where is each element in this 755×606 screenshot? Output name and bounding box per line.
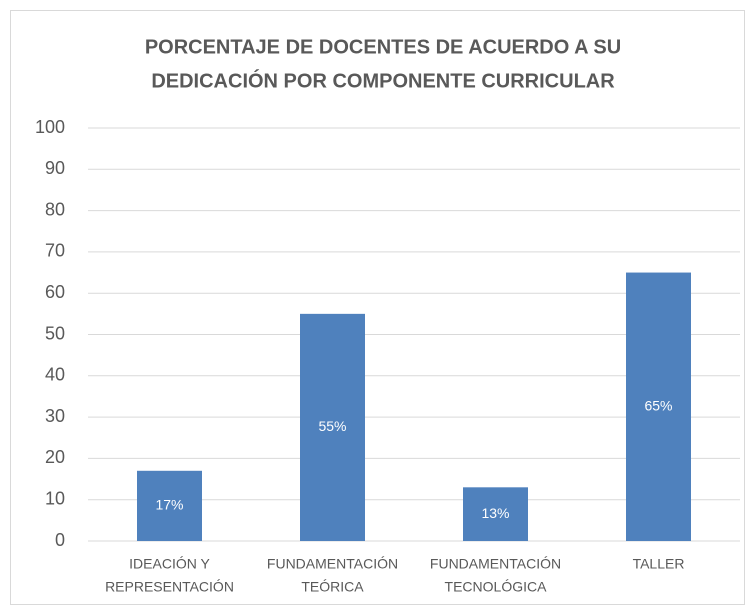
chart-title: PORCENTAJE DE DOCENTES DE ACUERDO A SU — [145, 36, 621, 58]
value-label: 13% — [481, 505, 509, 521]
value-label: 17% — [155, 497, 183, 513]
y-tick-label: 50 — [45, 323, 65, 343]
x-tick-label: FUNDAMENTACIÓN — [430, 556, 561, 572]
y-tick-label: 100 — [35, 117, 65, 137]
bar — [300, 313, 365, 541]
y-tick-label: 0 — [55, 530, 65, 550]
bar — [626, 272, 691, 541]
chart-frame — [10, 10, 745, 605]
bar — [137, 470, 202, 541]
y-tick-label: 20 — [45, 447, 65, 467]
y-tick-label: 80 — [45, 199, 65, 219]
value-label: 55% — [318, 418, 346, 434]
value-label: 65% — [644, 397, 672, 413]
x-tick-label: REPRESENTACIÓN — [105, 579, 234, 595]
y-tick-label: 40 — [45, 365, 65, 385]
y-tick-label: 30 — [45, 406, 65, 426]
y-tick-label: 10 — [45, 488, 65, 508]
y-tick-label: 60 — [45, 282, 65, 302]
x-tick-label: FUNDAMENTACIÓN — [267, 556, 398, 572]
bar — [463, 487, 528, 541]
x-tick-label: TEÓRICA — [301, 579, 364, 595]
x-tick-label: IDEACIÓN Y — [129, 556, 210, 572]
y-tick-label: 90 — [45, 158, 65, 178]
y-tick-label: 70 — [45, 241, 65, 261]
x-tick-label: TECNOLÓGICA — [445, 579, 548, 595]
x-tick-label: TALLER — [633, 556, 685, 572]
chart-title: DEDICACIÓN POR COMPONENTE CURRICULAR — [151, 68, 615, 92]
